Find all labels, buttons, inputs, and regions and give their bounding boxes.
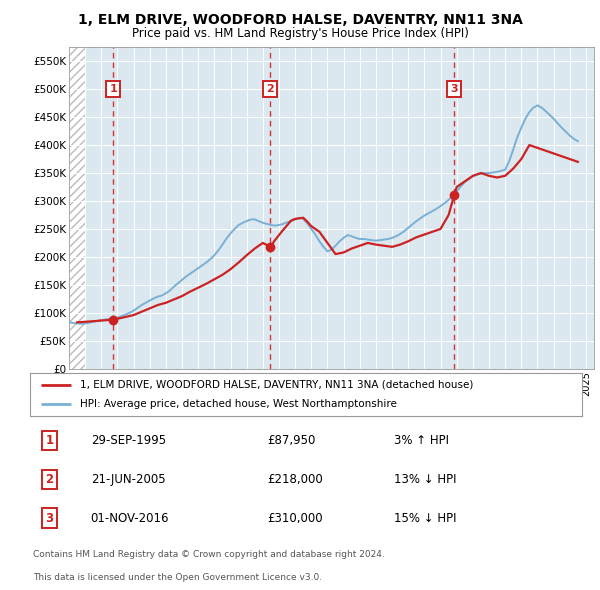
Text: This data is licensed under the Open Government Licence v3.0.: This data is licensed under the Open Gov… xyxy=(33,573,322,582)
Text: £310,000: £310,000 xyxy=(268,512,323,525)
Text: HPI: Average price, detached house, West Northamptonshire: HPI: Average price, detached house, West… xyxy=(80,399,397,409)
Text: Price paid vs. HM Land Registry's House Price Index (HPI): Price paid vs. HM Land Registry's House … xyxy=(131,27,469,40)
Text: 1: 1 xyxy=(45,434,53,447)
Text: 3% ↑ HPI: 3% ↑ HPI xyxy=(394,434,449,447)
Text: 13% ↓ HPI: 13% ↓ HPI xyxy=(394,473,457,486)
Text: 21-JUN-2005: 21-JUN-2005 xyxy=(91,473,166,486)
Text: 3: 3 xyxy=(450,84,458,94)
Text: 2: 2 xyxy=(45,473,53,486)
Text: £218,000: £218,000 xyxy=(268,473,323,486)
Text: 1: 1 xyxy=(110,84,117,94)
Text: 3: 3 xyxy=(45,512,53,525)
Text: Contains HM Land Registry data © Crown copyright and database right 2024.: Contains HM Land Registry data © Crown c… xyxy=(33,550,385,559)
Text: 1, ELM DRIVE, WOODFORD HALSE, DAVENTRY, NN11 3NA: 1, ELM DRIVE, WOODFORD HALSE, DAVENTRY, … xyxy=(77,13,523,27)
Text: 15% ↓ HPI: 15% ↓ HPI xyxy=(394,512,457,525)
Text: £87,950: £87,950 xyxy=(268,434,316,447)
Text: 2: 2 xyxy=(266,84,274,94)
Text: 01-NOV-2016: 01-NOV-2016 xyxy=(91,512,169,525)
Text: 29-SEP-1995: 29-SEP-1995 xyxy=(91,434,166,447)
Text: 1, ELM DRIVE, WOODFORD HALSE, DAVENTRY, NN11 3NA (detached house): 1, ELM DRIVE, WOODFORD HALSE, DAVENTRY, … xyxy=(80,380,473,390)
